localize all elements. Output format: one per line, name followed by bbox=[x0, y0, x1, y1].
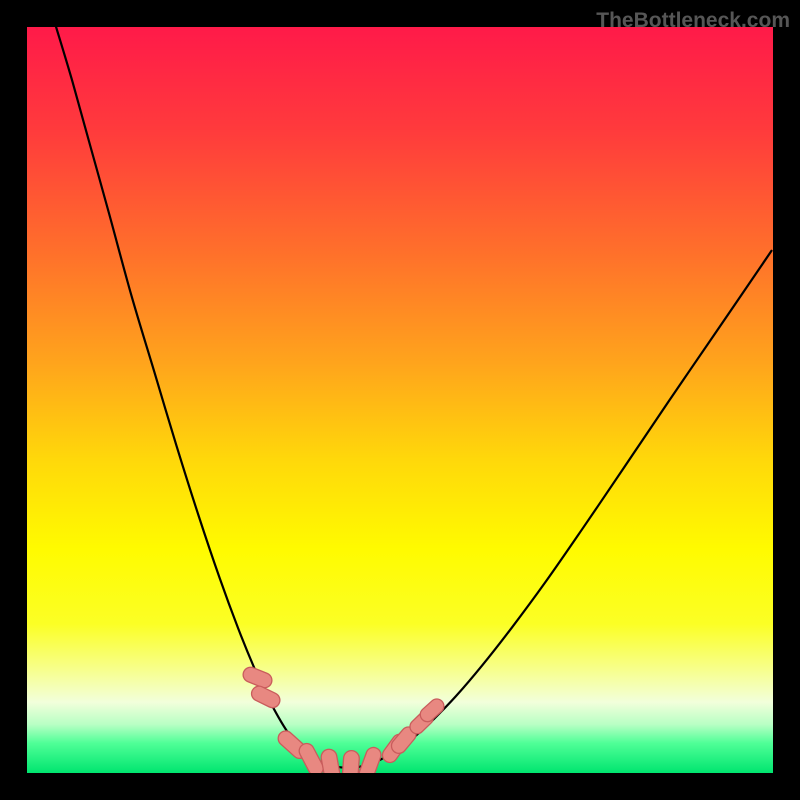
gradient-background bbox=[27, 27, 773, 773]
chart-svg bbox=[27, 27, 773, 773]
watermark-text: TheBottleneck.com bbox=[596, 9, 790, 33]
plot-gradient-area bbox=[27, 27, 773, 773]
